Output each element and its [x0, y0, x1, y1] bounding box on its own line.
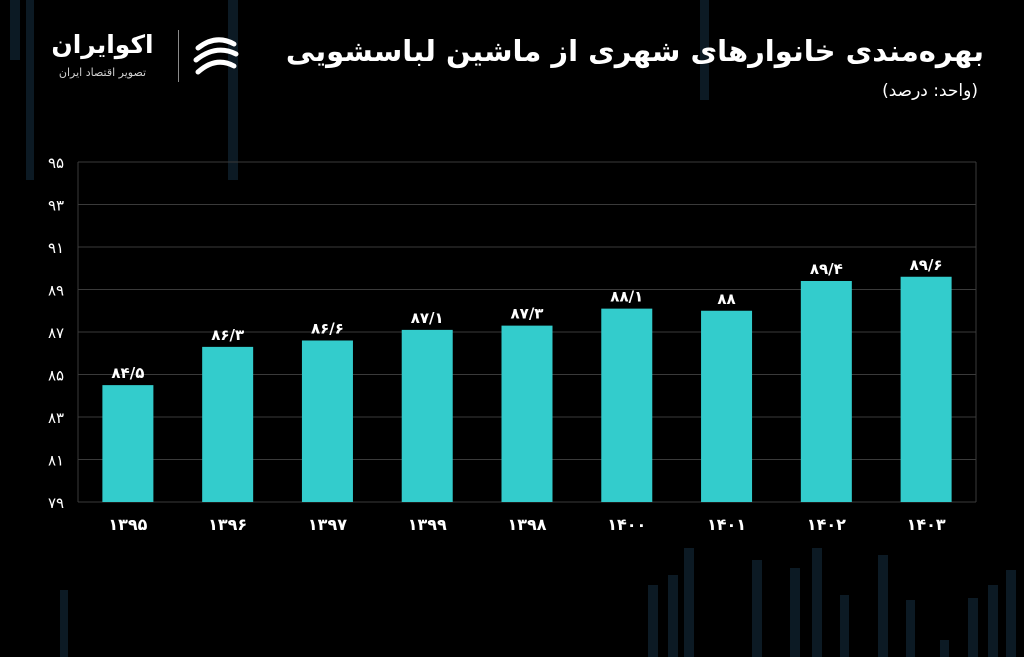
background-decor-bar [1006, 570, 1016, 657]
x-tick-label: ۱۴۰۱ [707, 515, 746, 534]
background-decor-bar [906, 600, 915, 657]
data-label: ۸۷/۱ [411, 309, 444, 327]
y-tick-label: ۸۹ [48, 282, 64, 300]
y-tick-label: ۷۹ [48, 494, 64, 512]
background-decor-bar [988, 585, 998, 657]
y-tick-label: ۹۳ [48, 197, 64, 215]
x-tick-label: ۱۴۰۰ [607, 515, 646, 534]
background-decor-bar [668, 575, 678, 657]
x-tick-label: ۱۴۰۳ [907, 515, 946, 534]
background-decor-bar [940, 640, 949, 657]
ecoiran-logo-icon [193, 37, 239, 75]
background-decor-bar [790, 568, 800, 657]
data-label: ۸۹/۴ [810, 260, 843, 278]
background-decor-bar [968, 598, 978, 657]
x-tick-label: ۱۴۰۲ [807, 515, 846, 534]
bar [701, 310, 753, 502]
background-decor-bar [840, 595, 849, 657]
data-label: ۸۴/۵ [111, 364, 144, 382]
x-tick-label: ۱۳۹۸ [507, 515, 546, 534]
background-decor-bar [228, 0, 238, 180]
brand-name: اکوایران [51, 30, 154, 59]
brand-logo: اکوایران تصویر اقتصاد ایران [40, 28, 250, 88]
background-decor-bar [648, 585, 658, 657]
bar [102, 385, 154, 502]
data-label: ۸۸/۱ [610, 288, 643, 306]
bar [900, 276, 952, 502]
x-tick-label: ۱۳۹۶ [208, 515, 247, 534]
x-tick-label: ۱۳۹۹ [408, 515, 447, 534]
y-tick-label: ۸۱ [48, 452, 64, 470]
background-decor-bar [26, 0, 34, 180]
data-label: ۸۹/۶ [910, 256, 943, 274]
y-tick-label: ۸۵ [48, 367, 64, 385]
background-decor-bar [700, 0, 709, 100]
bar [501, 325, 553, 502]
data-label: ۸۶/۶ [311, 320, 344, 338]
brand-tagline: تصویر اقتصاد ایران [58, 66, 147, 79]
y-tick-label: ۸۷ [48, 324, 64, 342]
bar [601, 308, 653, 502]
brand-separator [178, 30, 179, 82]
y-tick-label: ۸۳ [48, 409, 64, 427]
data-label: ۸۶/۳ [211, 326, 244, 344]
chart-title: بهره‌مندی خانوارهای شهری از ماشین لباسشو… [285, 34, 984, 68]
background-decor-bar [812, 548, 822, 657]
background-decor-bar [684, 548, 694, 657]
bar [301, 340, 353, 502]
y-tick-label: ۹۵ [48, 154, 64, 172]
background-decor-bar [60, 590, 68, 657]
y-tick-label: ۹۱ [48, 239, 64, 257]
background-decor-bar [752, 560, 762, 657]
bar [401, 329, 453, 502]
x-tick-label: ۱۳۹۵ [108, 515, 147, 534]
background-decor-bar [10, 0, 20, 60]
chart-unit-label: (واحد: درصد) [882, 81, 978, 101]
bar [202, 346, 254, 502]
x-tick-label: ۱۳۹۷ [308, 515, 347, 534]
data-label: ۸۸ [717, 290, 735, 308]
data-label: ۸۷/۳ [511, 305, 544, 323]
background-decor-bar [878, 555, 888, 657]
bar [800, 281, 852, 502]
